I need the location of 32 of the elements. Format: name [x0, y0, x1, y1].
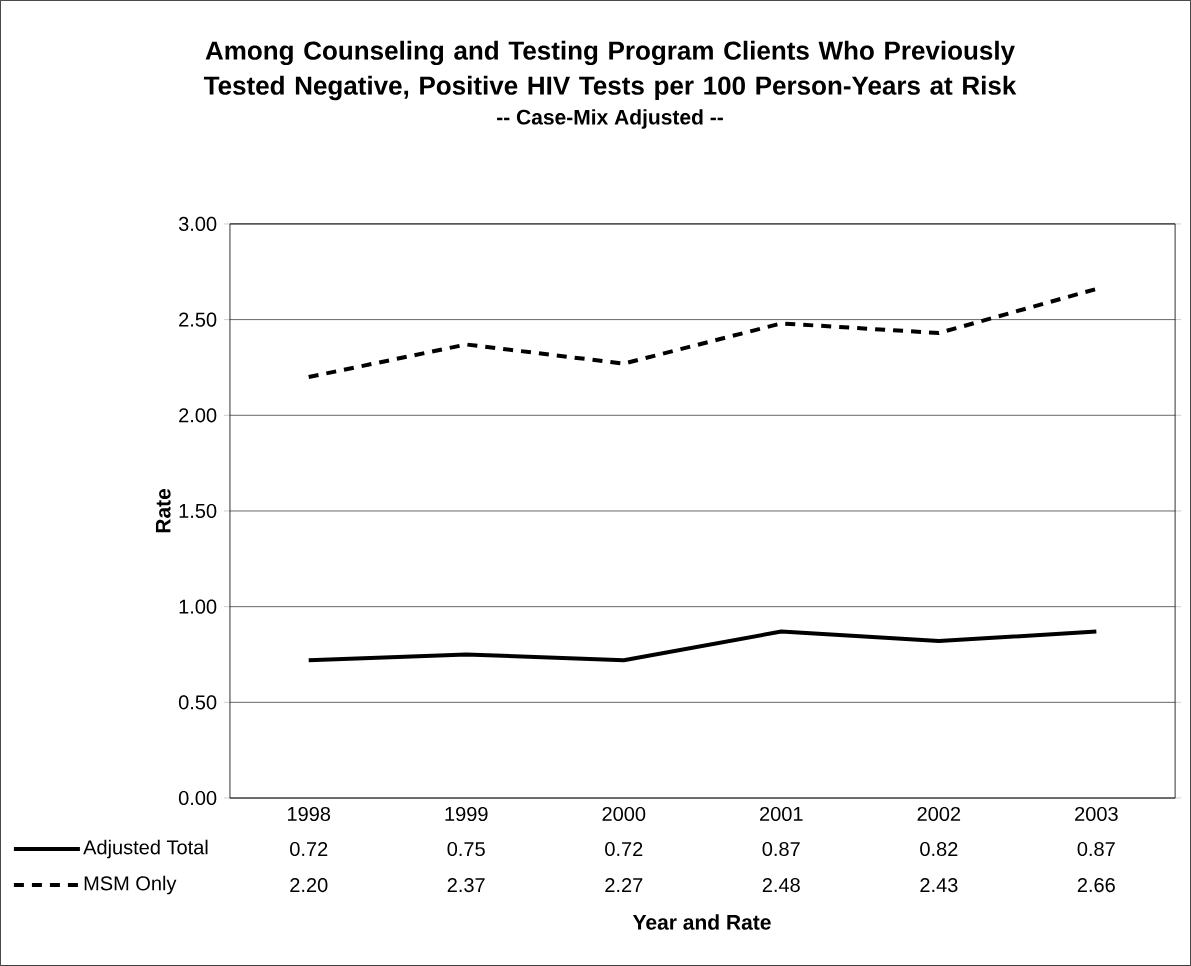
y-tick-label: 0.50 [178, 695, 217, 710]
x-tick-label: 2003 [1075, 806, 1118, 822]
data-label: 2.48 [762, 877, 800, 893]
x-tick-label: 2001 [760, 806, 803, 822]
x-tick-label: 1999 [445, 806, 488, 822]
data-label: 2.43 [920, 877, 958, 893]
y-axis-title: Rate [155, 488, 171, 533]
legend-label: Adjusted Total [83, 839, 208, 859]
x-tick-label: 1998 [287, 806, 331, 822]
data-label: 0.72 [290, 841, 328, 857]
x-axis-title: Year and Rate [632, 914, 771, 930]
data-label: 0.87 [762, 841, 800, 857]
chart-title: Among Counseling and Testing Program Clients Who Previously Tested Negative, Positive HIV Tests per 100 Person-Years at Risk [203, 40, 1017, 101]
x-tick-label: 2000 [602, 806, 646, 822]
chart-subtitle: -- Case-Mix Adjusted -- [497, 109, 723, 129]
data-label: 2.27 [605, 878, 643, 893]
y-tick-label: 2.50 [179, 312, 217, 327]
legend-label: MSM Only [84, 875, 177, 895]
y-tick-label: 1.50 [179, 503, 217, 519]
data-label: 2.66 [1077, 877, 1115, 893]
y-tick-label: 2.00 [179, 408, 217, 423]
y-tick-label: 1.00 [179, 599, 217, 614]
data-label: 2.37 [447, 877, 485, 893]
data-label: 0.82 [920, 841, 958, 857]
x-tick-label: 2002 [917, 806, 961, 822]
line-series [306, 629, 1099, 663]
data-label: 0.72 [605, 841, 643, 857]
data-label: 0.75 [447, 841, 485, 857]
y-tick-label: 3.00 [178, 216, 217, 232]
data-label: 2.20 [290, 877, 328, 893]
data-label: 0.87 [1077, 841, 1115, 857]
y-tick-label: 0.00 [178, 790, 217, 806]
